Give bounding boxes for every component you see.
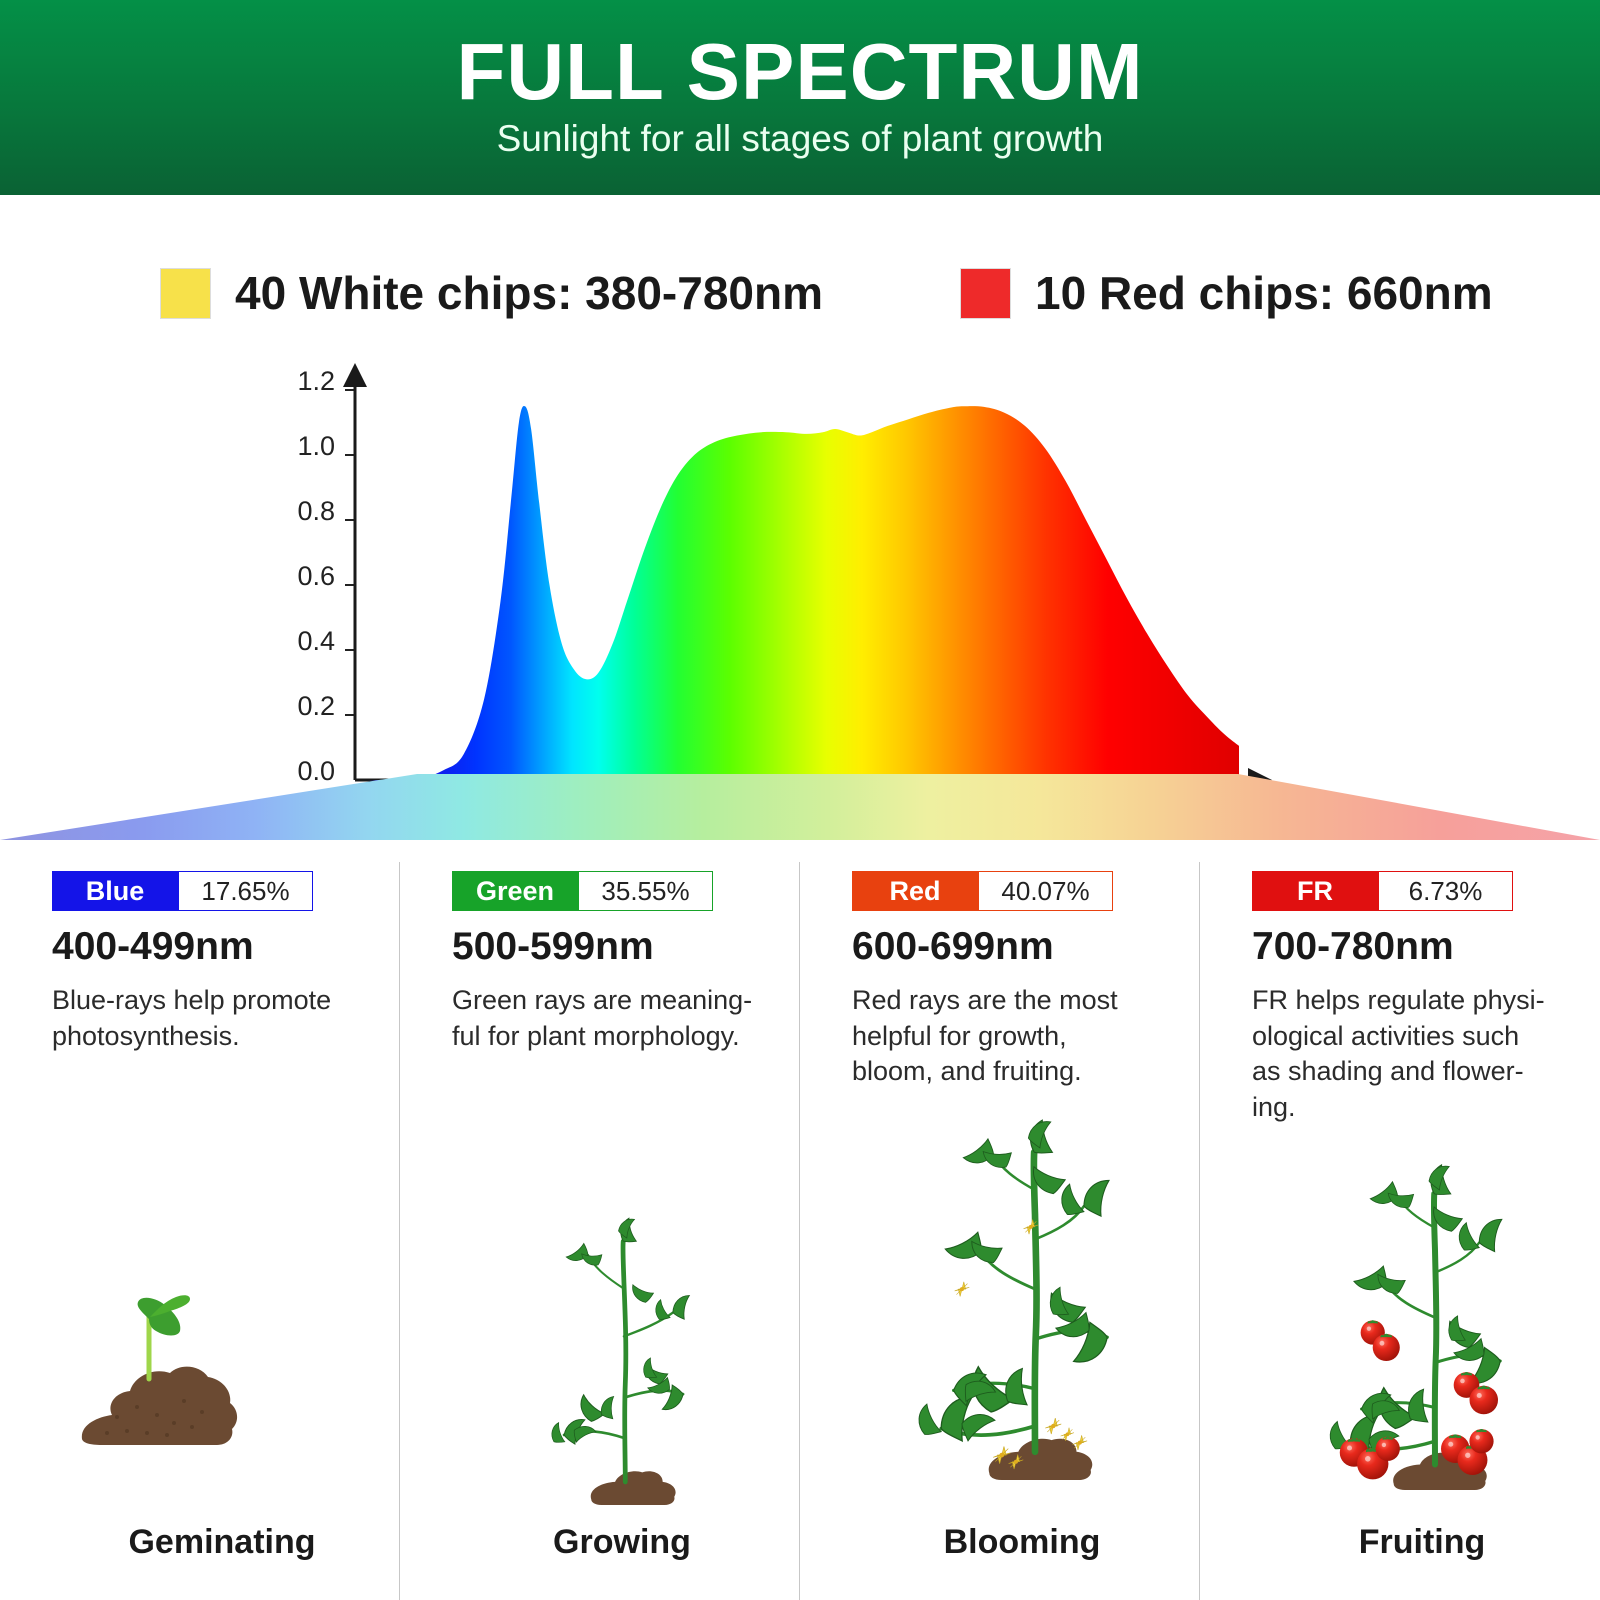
svg-text:1.2: 1.2 [297,366,335,396]
svg-text:0.2: 0.2 [297,691,335,721]
svg-text:0.8: 0.8 [297,496,335,526]
svg-text:0.6: 0.6 [297,561,335,591]
svg-text:0.4: 0.4 [297,626,335,656]
svg-text:1.0: 1.0 [297,431,335,461]
